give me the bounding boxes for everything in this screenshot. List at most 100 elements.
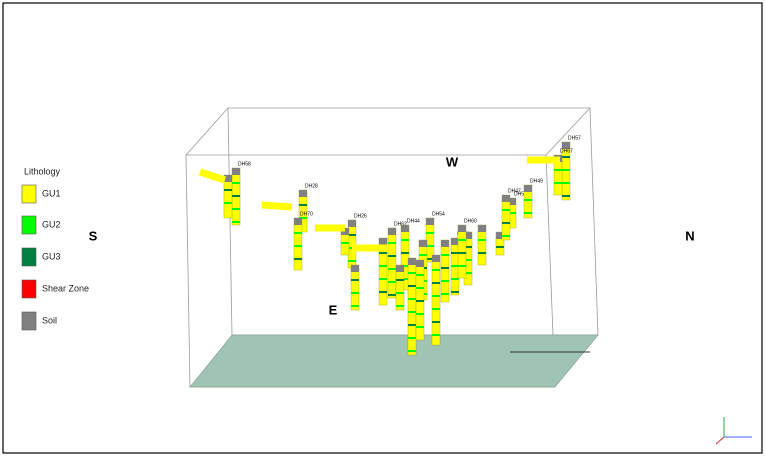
legend-label: Soil [42, 315, 57, 325]
hole-segment [432, 321, 440, 323]
hole-segment [379, 252, 387, 254]
hole-segment [451, 265, 459, 267]
hole-segment [451, 238, 459, 245]
hole-segment [416, 326, 424, 328]
hole-segment [401, 278, 409, 280]
hole-segment [416, 274, 424, 276]
axis-triad [715, 417, 752, 445]
drillholes: DH58DH28DH70DH26DH62DH44DH54DH50DH56DH47… [198, 135, 581, 356]
hole-segment [388, 255, 396, 257]
hole-segment [232, 182, 240, 184]
legend-swatch [21, 311, 37, 331]
hole-segment [508, 198, 516, 205]
legend-label: GU2 [42, 219, 61, 229]
hole-segment [464, 272, 472, 274]
hole-segment [379, 278, 387, 280]
hole-segment [294, 258, 302, 260]
direction-label: E [329, 302, 338, 317]
hole-segment [458, 239, 466, 241]
hole-segment [348, 260, 356, 262]
hole-segment [464, 246, 472, 248]
inclined-hole [198, 168, 227, 184]
hole-segment [351, 305, 359, 307]
ground-plane [189, 334, 599, 388]
hole-label: DH28 [305, 183, 318, 189]
hole-segment [224, 202, 232, 204]
hole-label: DH47 [508, 188, 521, 194]
hole-segment [408, 272, 416, 274]
hole-segment [396, 305, 404, 307]
hole-segment [426, 245, 434, 247]
hole-segment [451, 278, 459, 280]
hole-segment [348, 220, 356, 227]
direction-label: W [446, 154, 459, 169]
hole-segment [341, 242, 349, 244]
hole-segment [478, 252, 486, 254]
hole-segment [508, 212, 516, 214]
hole-segment [379, 238, 387, 245]
hole-label: DH60 [464, 218, 477, 224]
hole-segment [379, 291, 387, 293]
hole-segment [478, 225, 486, 232]
hole-label: DH44 [407, 218, 420, 224]
hole-segment [562, 195, 570, 197]
hole-segment [388, 228, 396, 235]
hole-segment [496, 246, 504, 248]
hole-segment [351, 265, 359, 272]
hole-segment [388, 281, 396, 283]
hole-segment [440, 239, 450, 303]
hole-segment [408, 337, 416, 339]
hole-segment [416, 313, 424, 315]
hole-segment [416, 300, 424, 302]
hole-segment [299, 190, 307, 197]
hole-segment [224, 189, 232, 191]
hole-segment [441, 293, 449, 295]
hole-segment [387, 227, 397, 299]
hole-segment [562, 182, 570, 184]
hole-label: DH26 [354, 213, 367, 219]
hole-segment [554, 182, 562, 184]
hole-segment [426, 232, 434, 234]
hole-segment [416, 287, 424, 289]
legend-swatch [21, 279, 37, 299]
hole-segment [408, 350, 416, 352]
hole-segment [408, 311, 416, 313]
hole-segment [294, 232, 302, 234]
hole-segment [293, 217, 303, 271]
hole-segment [232, 221, 240, 223]
hole-segment [432, 269, 440, 271]
hole-segment [464, 232, 472, 239]
hole-segment [524, 185, 532, 192]
legend-swatch [21, 184, 37, 204]
hole-segment [562, 142, 570, 149]
hole-segment [524, 212, 532, 214]
hole-segment [232, 168, 240, 175]
hole-segment [299, 204, 307, 206]
hole-segment [379, 265, 387, 267]
hole-segment [299, 217, 307, 219]
hole-segment [432, 255, 440, 262]
hole-segment [426, 218, 434, 225]
hole-segment [441, 240, 449, 247]
legend: GU1 GU2 GU3 Shear Zone Soil [21, 184, 89, 331]
hole-label: DH49 [530, 178, 543, 184]
hole-segment [351, 279, 359, 281]
hole-segment [224, 175, 232, 182]
hole-segment [502, 235, 510, 237]
edge [185, 107, 229, 156]
hole-segment [419, 240, 427, 247]
hole-segment [451, 291, 459, 293]
hole-segment [408, 258, 416, 265]
hole-segment [408, 285, 416, 287]
hole-segment [416, 260, 424, 267]
legend-label: Shear Zone [42, 283, 89, 293]
hole-segment [419, 254, 427, 256]
hole-segment [432, 295, 440, 297]
hole-segment [431, 254, 441, 346]
hole-segment [432, 282, 440, 284]
hole-segment [232, 208, 240, 210]
hole-segment [348, 234, 356, 236]
legend-swatch [21, 215, 37, 235]
hole-label: DH54 [432, 211, 445, 217]
hole-segment [502, 222, 510, 224]
